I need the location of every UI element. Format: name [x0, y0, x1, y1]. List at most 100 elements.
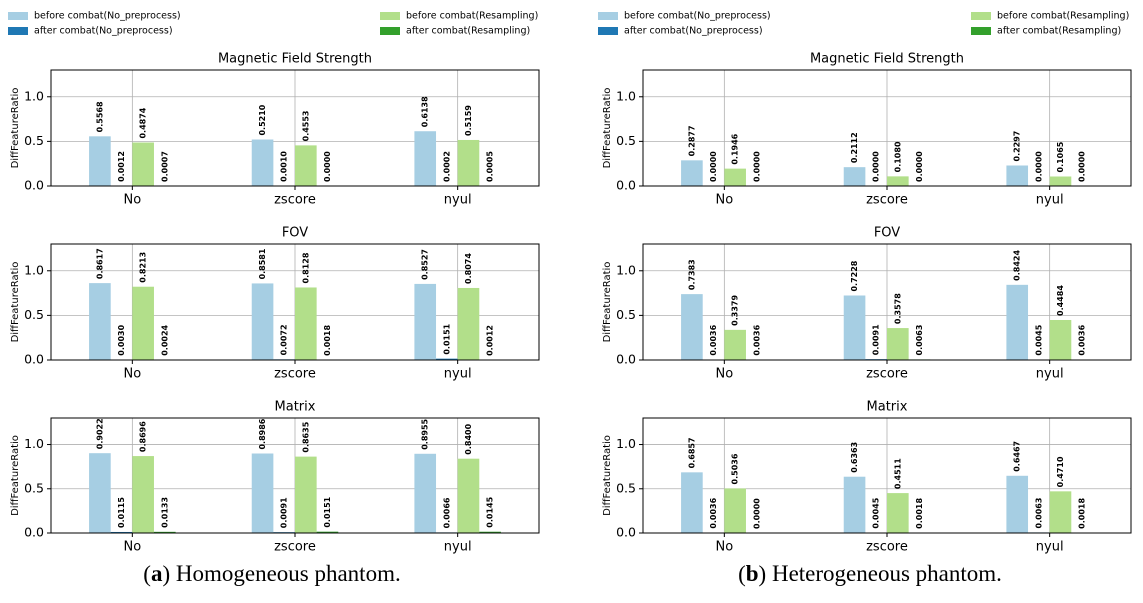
value-label: 0.8635	[301, 421, 310, 452]
bar	[1006, 165, 1029, 186]
chart-title: Matrix	[275, 400, 316, 415]
x-tick-label: nyul	[444, 540, 472, 555]
axes-frame	[642, 69, 1132, 187]
value-label: 0.0018	[915, 498, 924, 529]
value-label: 0.0000	[709, 151, 718, 182]
value-label: 0.0010	[280, 151, 289, 182]
value-label: 0.6857	[687, 437, 696, 468]
y-tick-label: 0.0	[616, 178, 636, 193]
y-axis-label: DiffFeatureRatio	[10, 88, 21, 169]
value-label: 0.0151	[442, 323, 451, 354]
legend-swatch	[598, 12, 618, 20]
value-label: 0.0036	[709, 324, 718, 355]
y-axis-label: DiffFeatureRatio	[602, 262, 613, 343]
value-label: 0.6138	[421, 96, 430, 127]
value-label: 0.2297	[1013, 131, 1022, 162]
y-tick-label: 0.5	[24, 307, 44, 322]
caption-text: Homogeneous phantom.	[176, 561, 401, 586]
legend-label: after combat(Resampling)	[406, 26, 530, 37]
axes-frame	[50, 243, 540, 361]
value-label: 0.5159	[464, 105, 473, 136]
value-label: 0.8955	[421, 418, 430, 449]
x-tick-label: nyul	[1036, 540, 1064, 555]
value-label: 0.8696	[139, 421, 148, 452]
value-label: 0.7228	[850, 260, 859, 291]
value-label: 0.0000	[752, 498, 761, 529]
bar	[132, 286, 154, 360]
value-label: 0.0045	[1034, 324, 1043, 355]
x-tick-label: zscore	[274, 540, 316, 555]
y-tick-label: 0.0	[24, 525, 44, 540]
axes-frame	[642, 417, 1132, 534]
value-label: 0.0000	[323, 151, 332, 182]
bar	[681, 160, 703, 186]
y-tick-label: 1.0	[24, 262, 44, 277]
bar	[414, 131, 437, 186]
value-label: 0.0000	[1078, 151, 1087, 182]
x-tick-label: nyul	[444, 367, 472, 382]
value-label: 0.0024	[160, 324, 169, 355]
x-tick-label: No	[715, 193, 733, 208]
value-label: 0.8617	[95, 248, 104, 279]
legend-swatch	[8, 27, 28, 35]
value-label: 0.0012	[486, 325, 495, 356]
legend-label: after combat(No_preprocess)	[624, 26, 763, 37]
bar	[251, 453, 274, 533]
bar	[89, 136, 111, 186]
value-label: 0.4710	[1056, 456, 1065, 487]
value-label: 0.0072	[280, 324, 289, 355]
bar	[110, 531, 133, 533]
chart-title: FOV	[282, 226, 308, 241]
legend-swatch	[380, 27, 400, 35]
y-tick-label: 0.0	[24, 352, 44, 367]
value-label: 0.8128	[301, 252, 310, 283]
value-label: 0.0012	[117, 151, 126, 182]
y-axis-label: DiffFeatureRatio	[10, 262, 21, 343]
value-label: 0.0000	[872, 151, 881, 182]
value-label: 0.8424	[1013, 250, 1022, 281]
bar	[316, 531, 339, 533]
bar	[887, 328, 909, 360]
value-label: 0.0036	[709, 497, 718, 528]
bar	[681, 472, 703, 533]
value-label: 0.0005	[486, 151, 495, 182]
value-label: 0.0036	[1078, 324, 1087, 355]
bar	[681, 294, 703, 360]
legend-swatch	[380, 12, 400, 20]
y-axis-label: DiffFeatureRatio	[602, 435, 613, 516]
x-tick-label: nyul	[1036, 367, 1064, 382]
axes-frame	[50, 69, 540, 187]
legend-label: after combat(No_preprocess)	[34, 26, 173, 37]
bar	[843, 476, 866, 533]
y-tick-label: 0.5	[24, 480, 44, 495]
value-label: 0.1946	[731, 133, 740, 164]
bar	[132, 142, 154, 186]
value-label: 0.4511	[893, 458, 902, 489]
value-label: 0.4553	[301, 110, 310, 141]
bar	[414, 283, 437, 360]
bar	[457, 139, 480, 186]
bar	[724, 329, 746, 360]
bar	[843, 295, 866, 360]
chart-title: FOV	[874, 226, 900, 241]
value-label: 0.4484	[1056, 285, 1065, 316]
value-label: 0.0000	[752, 151, 761, 182]
value-label: 0.0000	[915, 151, 924, 182]
caption-label: a	[151, 561, 163, 586]
value-label: 0.0151	[323, 496, 332, 527]
value-label: 0.0018	[323, 325, 332, 356]
value-label: 0.5568	[95, 101, 104, 132]
legend-label: before combat(No_preprocess)	[34, 11, 181, 22]
value-label: 0.0066	[442, 497, 451, 528]
bar	[479, 531, 501, 533]
value-label: 0.0030	[117, 324, 126, 355]
bar	[1049, 319, 1072, 360]
bar	[295, 456, 317, 533]
y-tick-label: 0.5	[24, 133, 44, 148]
legend-swatch	[971, 12, 991, 20]
bar	[89, 453, 111, 533]
bar	[457, 458, 480, 533]
caption: (b) Heterogeneous phantom.	[738, 561, 1002, 586]
value-label: 0.9022	[95, 418, 104, 449]
